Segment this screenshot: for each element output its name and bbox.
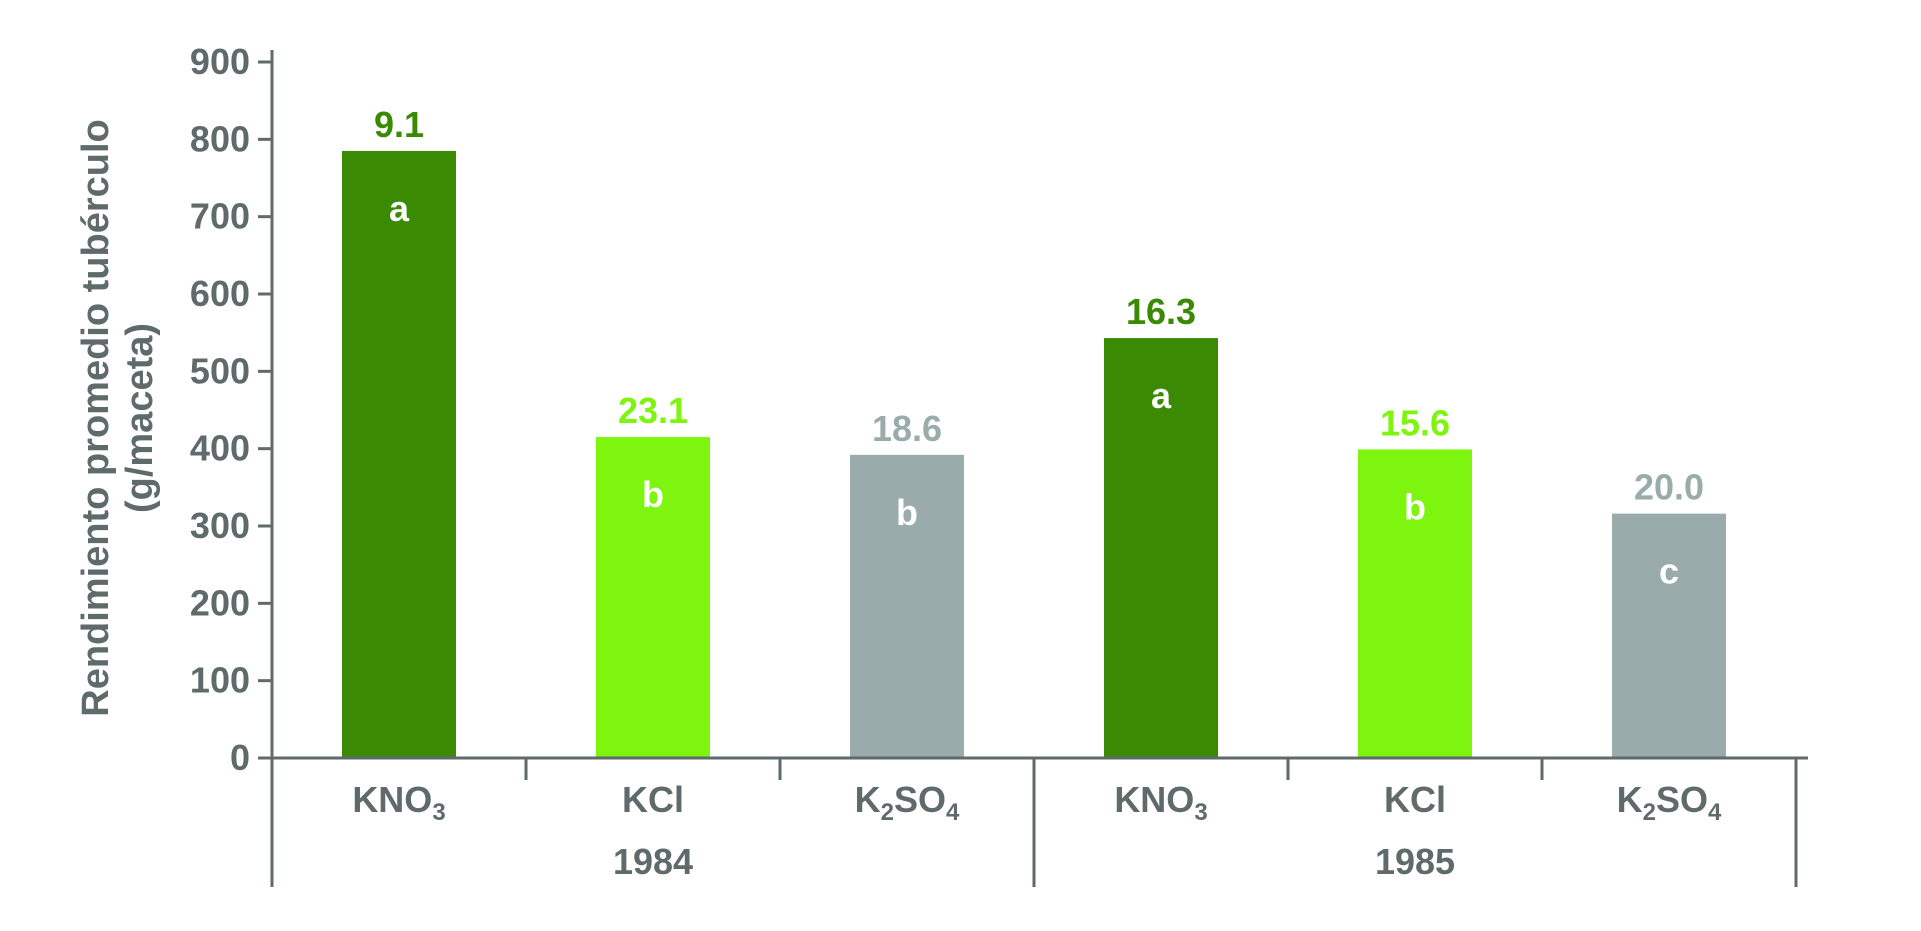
bar-value-label: 18.6 — [872, 408, 942, 449]
category-main: KNO — [1114, 779, 1194, 820]
x-category-label: KCl — [622, 779, 684, 820]
y-tick-label: 300 — [190, 505, 250, 546]
significance-letter: c — [1659, 551, 1679, 592]
significance-letter: b — [1404, 486, 1426, 527]
x-category-label: K2SO4 — [1617, 779, 1722, 826]
bar-value-label: 9.1 — [374, 104, 424, 145]
x-category-label: KCl — [1384, 779, 1446, 820]
y-tick-label: 600 — [190, 273, 250, 314]
bar-1985-KCl — [1358, 449, 1472, 758]
y-axis-title-line-1: Rendimiento promedio tubérculo — [75, 119, 117, 716]
category-tail: SO — [894, 779, 946, 820]
category-subscript-2: 4 — [946, 799, 960, 826]
y-axis-title: Rendimiento promedio tubérculo (g/maceta… — [75, 119, 161, 716]
category-subscript-2: 4 — [1708, 799, 1722, 826]
bar-value-label: 16.3 — [1126, 291, 1196, 332]
category-main: KCl — [622, 779, 684, 820]
category-main: KNO — [352, 779, 432, 820]
x-category-label: KNO3 — [352, 779, 445, 826]
category-main: KCl — [1384, 779, 1446, 820]
significance-letter: b — [896, 492, 918, 533]
bar-value-label: 15.6 — [1380, 402, 1450, 443]
significance-letter: a — [389, 188, 410, 229]
x-category-label: K2SO4 — [855, 779, 960, 826]
bar-1985-KNO3 — [1104, 338, 1218, 758]
y-axis: 0 100 200 300 400 500 600 700 800 900 — [190, 41, 274, 778]
significance-letter: b — [642, 474, 664, 515]
y-tick-label: 700 — [190, 196, 250, 237]
category-subscript: 2 — [881, 799, 894, 826]
category-subscript: 3 — [1194, 799, 1207, 826]
category-subscript: 3 — [432, 799, 445, 826]
y-tick-label: 400 — [190, 428, 250, 469]
significance-letter: a — [1151, 375, 1172, 416]
bars: 9.1 a 23.1 b 18.6 b 16.3 a 15.6 b 20.0 c — [342, 104, 1726, 758]
bar-1984-KNO3 — [342, 150, 456, 758]
y-tick-label: 900 — [190, 41, 250, 82]
x-group-label: 1985 — [1375, 841, 1455, 882]
bar-value-label: 23.1 — [618, 390, 688, 431]
y-axis-title-line-2: (g/maceta) — [119, 323, 161, 513]
category-main: K — [855, 779, 881, 820]
y-tick-label: 800 — [190, 118, 250, 159]
bar-1984-KCl — [596, 437, 710, 758]
y-tick-label: 500 — [190, 350, 250, 391]
y-tick-label: 200 — [190, 582, 250, 623]
x-category-label: KNO3 — [1114, 779, 1207, 826]
y-tick-label: 100 — [190, 660, 250, 701]
bar-1984-K2SO4 — [850, 454, 964, 758]
bar-value-label: 20.0 — [1634, 467, 1704, 508]
x-group-label: 1984 — [613, 841, 693, 882]
y-tick-label: 0 — [230, 737, 250, 778]
category-subscript: 2 — [1643, 799, 1656, 826]
bar-1985-K2SO4 — [1612, 513, 1726, 758]
category-tail: SO — [1656, 779, 1708, 820]
category-main: K — [1617, 779, 1643, 820]
